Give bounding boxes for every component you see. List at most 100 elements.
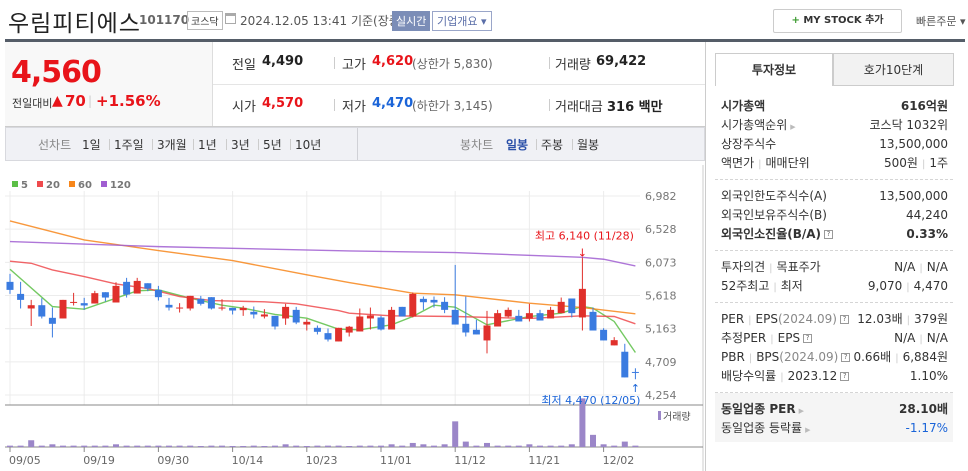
divider xyxy=(705,42,706,471)
candle xyxy=(91,290,99,304)
add-mystock-button[interactable]: + MY STOCK 추가 xyxy=(773,9,902,33)
volume-bar xyxy=(431,445,437,447)
legend-swatch-ma20 xyxy=(37,181,43,187)
line-period-1[interactable]: 1주일 xyxy=(114,138,144,152)
info-label: 52주최고 xyxy=(721,279,770,293)
candle-chart-label: 봉차트 xyxy=(460,138,494,152)
volume-bar xyxy=(240,446,247,447)
help-icon[interactable]: ? xyxy=(841,352,851,362)
tab-order-book[interactable]: 호가10단계 xyxy=(833,53,954,86)
volume-bar xyxy=(505,445,512,447)
info-row: 외국인소진율(B/A)? 0.33% xyxy=(715,224,953,243)
line-period-3[interactable]: 1년 xyxy=(198,138,217,152)
quick-order-dropdown[interactable]: 빠른주문 ▾ xyxy=(916,15,966,28)
separator: | xyxy=(769,263,773,274)
info-group: 외국인한도주식수(A) 13,500,000 외국인보유주식수(B) 44,240 외국… xyxy=(715,180,953,251)
volume-bar xyxy=(632,445,639,447)
arrow-up-icon: ↑ xyxy=(631,382,640,395)
info-value: 0.33% xyxy=(906,226,948,241)
candle-body xyxy=(600,329,608,341)
high-label: 고가 xyxy=(342,58,366,73)
separator: | xyxy=(770,334,774,345)
volume-bar xyxy=(526,444,533,447)
info-row: 시가총액 616억원 xyxy=(715,96,953,115)
candle-body xyxy=(197,298,205,304)
candle-body xyxy=(335,327,343,342)
candle-body xyxy=(17,293,25,300)
help-icon[interactable]: ? xyxy=(824,230,834,239)
info-row[interactable]: 동일업종 PER ▶ 28.10배 xyxy=(715,399,953,418)
plus-icon: + xyxy=(791,15,800,26)
separator: | xyxy=(919,333,923,345)
candle-body xyxy=(292,309,300,323)
price-panel xyxy=(5,42,213,127)
candle-body xyxy=(6,281,14,290)
volume-bar xyxy=(261,446,268,447)
ma120-line xyxy=(9,240,636,267)
info-group: 동일업종 PER ▶ 28.10배 동일업종 등락률 ▶ -1.17% xyxy=(715,393,953,442)
realtime-button[interactable]: 실시간 xyxy=(392,11,431,31)
calendar-clock-icon xyxy=(225,13,236,24)
candle-body xyxy=(409,293,417,317)
candle-body xyxy=(186,295,194,309)
candle-body xyxy=(621,351,629,378)
line-period-6[interactable]: 10년 xyxy=(295,138,322,152)
info-label2: 최저 xyxy=(780,279,803,293)
separator xyxy=(549,57,550,69)
info-label: 투자의견 xyxy=(721,260,766,274)
amount-value: 316 백만 xyxy=(607,100,663,115)
volume-bar xyxy=(28,440,35,447)
line-period-2[interactable]: 3개월 xyxy=(157,138,187,152)
candle-period-0[interactable]: 일봉 xyxy=(506,138,529,152)
candle-body xyxy=(91,293,99,304)
volume-bar xyxy=(49,444,56,447)
tab-investment-info[interactable]: 투자정보 xyxy=(715,53,833,86)
info-value: N/A xyxy=(894,259,916,274)
help-icon[interactable]: ? xyxy=(840,372,850,381)
x-tick-label: 12/02 xyxy=(603,454,635,467)
info-label: 추정PER xyxy=(721,331,767,345)
volume-bar xyxy=(346,446,353,447)
info-value-group: 13,500,000 xyxy=(879,189,948,203)
prev-close-value: 4,490 xyxy=(262,54,304,69)
arrow-right-icon: ▶ xyxy=(805,426,811,434)
volume-bar xyxy=(547,445,554,447)
info-row: 투자의견 | 목표주가 N/A | N/A xyxy=(715,257,953,276)
candle-body xyxy=(59,299,67,319)
line-period-4[interactable]: 3년 xyxy=(231,138,250,152)
volume-bar xyxy=(314,445,321,447)
candle-body xyxy=(388,309,396,330)
candle xyxy=(345,325,353,337)
volume-bar xyxy=(600,444,607,447)
candle xyxy=(80,297,88,310)
info-row[interactable]: 시가총액순위 ▶ 코스닥 1032위 xyxy=(715,115,953,134)
x-tick-label: 10/14 xyxy=(232,454,264,467)
volume-bar xyxy=(155,445,162,447)
volume-bar xyxy=(462,441,469,447)
volume-bar xyxy=(441,444,448,447)
info-group: PER | EPS(2024.09)? 12.03배 | 379원 추정PER | EPS? N/… xyxy=(715,303,953,393)
divider xyxy=(213,84,705,85)
candle-body xyxy=(207,297,215,309)
legend-label-ma60: 60 xyxy=(78,180,92,191)
help-icon[interactable]: ? xyxy=(803,334,813,343)
line-period-0[interactable]: 1일 xyxy=(82,138,101,152)
help-icon[interactable]: ? xyxy=(839,314,849,324)
info-value: N/A xyxy=(894,330,916,345)
info-row: 외국인보유주식수(B) 44,240 xyxy=(715,205,953,224)
info-value: 12.03배 xyxy=(857,312,903,326)
info-label-group: PBR | BPS(2024.09)? xyxy=(721,350,851,364)
info-row[interactable]: 동일업종 등락률 ▶ -1.17% xyxy=(715,418,953,437)
volume-bar xyxy=(399,445,406,447)
candle-body xyxy=(112,285,120,303)
candle-body xyxy=(525,313,533,319)
info-label2: EPS xyxy=(755,311,778,326)
candle xyxy=(218,299,226,311)
candle-period-2[interactable]: 월봉 xyxy=(577,138,600,152)
candle xyxy=(27,299,35,326)
line-period-5[interactable]: 5년 xyxy=(263,138,282,152)
volume-bar xyxy=(187,445,194,447)
company-overview-dropdown[interactable]: 기업개요 ▾ xyxy=(432,11,492,31)
volume-bar xyxy=(282,444,289,447)
candle-period-1[interactable]: 주봉 xyxy=(541,138,564,152)
